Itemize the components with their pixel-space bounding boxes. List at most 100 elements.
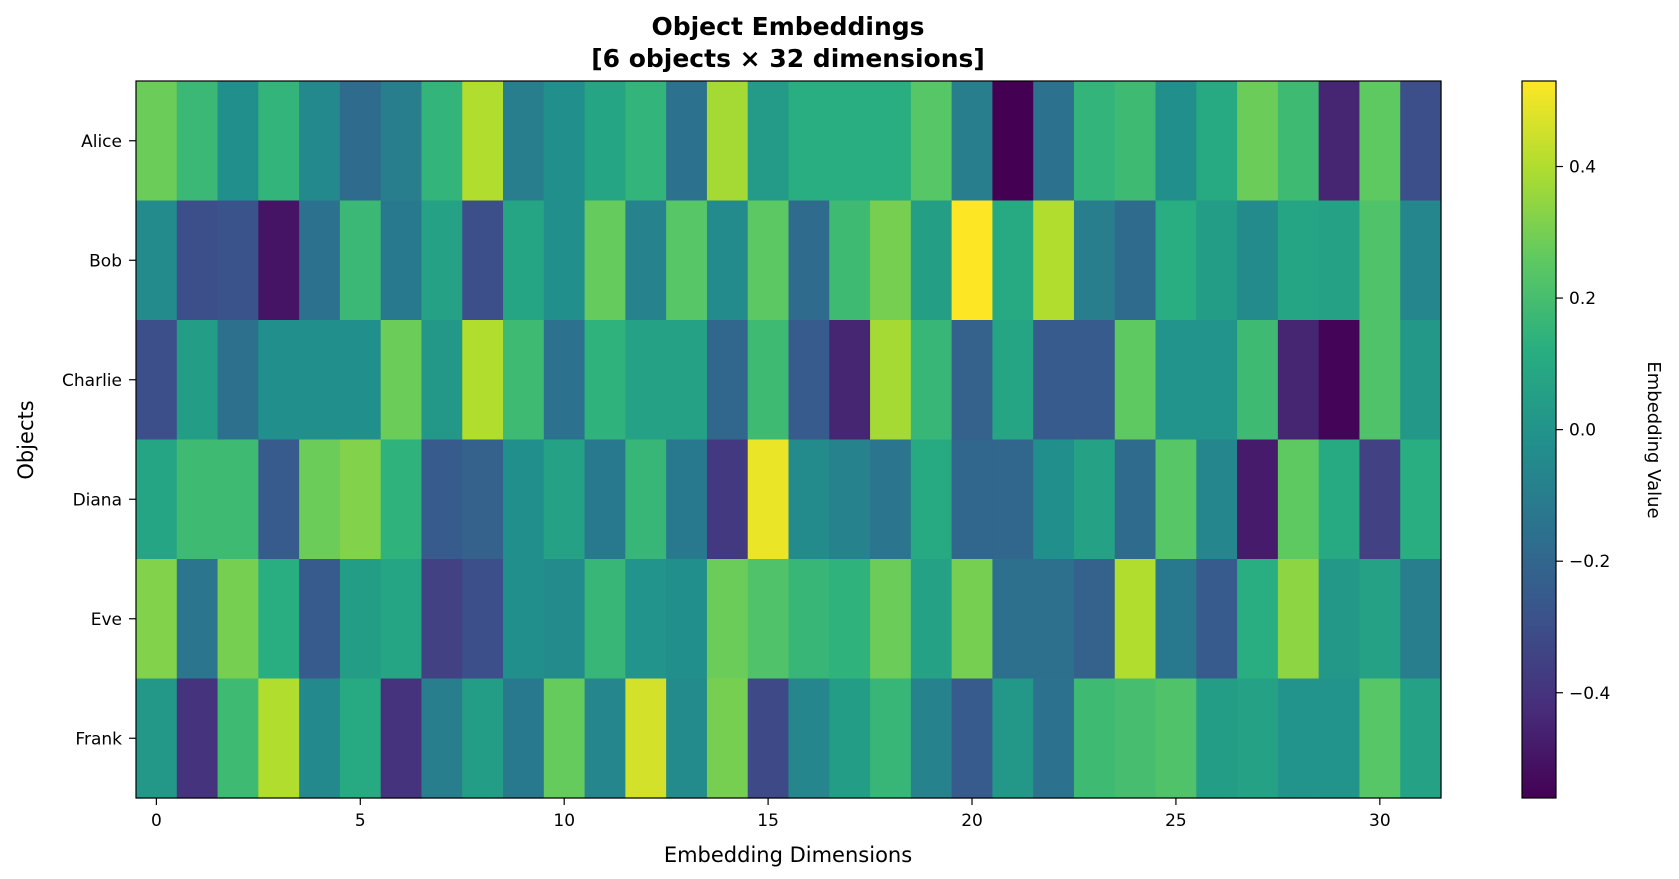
heatmap-cell-alice-31	[1400, 81, 1442, 202]
heatmap-cell-eve-17	[829, 559, 871, 680]
heatmap-cell-charlie-2	[217, 320, 259, 441]
heatmap-cell-eve-9	[503, 559, 545, 680]
heatmap-cell-diana-9	[503, 439, 545, 560]
heatmap-cell-eve-7	[421, 559, 463, 680]
heatmap-cell-charlie-28	[1277, 320, 1320, 441]
heatmap-cell-frank-31	[1400, 678, 1442, 799]
heatmap-cell-diana-22	[1033, 439, 1075, 560]
x-tick-label: 5	[355, 811, 366, 831]
heatmap-cell-bob-10	[543, 200, 586, 321]
x-tick-label: 0	[151, 811, 162, 831]
heatmap-cell-alice-19	[910, 81, 953, 202]
heatmap-cell-diana-31	[1400, 439, 1442, 560]
heatmap-cell-diana-28	[1277, 439, 1320, 560]
heatmap-cell-bob-8	[462, 200, 504, 321]
heatmap-cell-frank-25	[1155, 678, 1197, 799]
heatmap-cell-charlie-1	[176, 320, 219, 441]
heatmap-cell-diana-2	[217, 439, 259, 560]
heatmap-cell-alice-27	[1237, 81, 1279, 202]
heatmap-cell-bob-27	[1237, 200, 1279, 321]
x-axis-label: Embedding Dimensions	[664, 843, 912, 867]
colorbar-tick-label: 0.2	[1569, 289, 1596, 309]
heatmap-cell-bob-16	[788, 200, 830, 321]
heatmap-cell-bob-0	[136, 200, 178, 321]
heatmap-cell-alice-10	[543, 81, 586, 202]
heatmap-cell-eve-0	[136, 559, 178, 680]
heatmap-cell-eve-1	[176, 559, 219, 680]
heatmap-cell-diana-7	[421, 439, 463, 560]
heatmap-cell-diana-19	[910, 439, 953, 560]
heatmap-cell-alice-15	[747, 81, 790, 202]
heatmap-cell-eve-21	[992, 559, 1034, 680]
heatmap-cell-diana-11	[584, 439, 626, 560]
heatmap-cell-eve-14	[706, 559, 749, 680]
heatmap-cell-charlie-4	[299, 320, 341, 441]
heatmap-cell-eve-26	[1196, 559, 1238, 680]
plot-frame	[135, 80, 1442, 799]
heatmap-cell-eve-6	[380, 559, 423, 680]
heatmap-cell-alice-8	[462, 81, 504, 202]
heatmap-cell-bob-17	[829, 200, 871, 321]
heatmap-cell-frank-24	[1114, 678, 1157, 799]
y-tick-label-eve: Eve	[91, 610, 122, 630]
heatmap-cell-diana-24	[1114, 439, 1157, 560]
heatmap-cell-frank-3	[258, 678, 300, 799]
heatmap-cell-bob-26	[1196, 200, 1238, 321]
heatmap-cell-diana-23	[1073, 439, 1116, 560]
heatmap-cell-diana-10	[543, 439, 586, 560]
heatmap-cell-alice-30	[1359, 81, 1401, 202]
heatmap-cell-bob-5	[339, 200, 382, 321]
heatmap-cell-alice-5	[339, 81, 382, 202]
heatmap-cell-frank-4	[299, 678, 341, 799]
heatmap-cell-bob-21	[992, 200, 1034, 321]
heatmap-cell-frank-16	[788, 678, 830, 799]
heatmap-cell-charlie-7	[421, 320, 463, 441]
heatmap-cell-bob-31	[1400, 200, 1442, 321]
heatmap-cell-eve-3	[258, 559, 300, 680]
heatmap-cell-alice-22	[1033, 81, 1075, 202]
heatmap-cell-charlie-18	[870, 320, 912, 441]
heatmap-cell-alice-18	[870, 81, 912, 202]
heatmap-cell-charlie-29	[1318, 320, 1361, 441]
heatmap-cell-diana-30	[1359, 439, 1401, 560]
chart-subtitle: [6 objects × 32 dimensions]	[591, 44, 985, 73]
heatmap-cell-diana-29	[1318, 439, 1361, 560]
heatmap-cell-eve-18	[870, 559, 912, 680]
heatmap-cell-bob-30	[1359, 200, 1401, 321]
heatmap-cell-frank-11	[584, 678, 626, 799]
heatmap-cell-frank-6	[380, 678, 423, 799]
colorbar-ticks: 0.4 0.2 0.0 −0.2 −0.4	[1556, 158, 1610, 704]
heatmap-cell-diana-6	[380, 439, 423, 560]
heatmap-cell-bob-13	[666, 200, 708, 321]
heatmap-cell-charlie-6	[380, 320, 423, 441]
heatmap-cell-eve-2	[217, 559, 259, 680]
heatmap-cell-diana-13	[666, 439, 708, 560]
heatmap-cell-diana-26	[1196, 439, 1238, 560]
heatmap-cell-frank-5	[339, 678, 382, 799]
heatmap-cell-bob-24	[1114, 200, 1157, 321]
heatmap-cell-eve-24	[1114, 559, 1157, 680]
heatmap-cell-diana-12	[625, 439, 667, 560]
colorbar-tick-label: −0.2	[1569, 552, 1610, 572]
heatmap-cell-bob-9	[503, 200, 545, 321]
heatmap-cell-bob-25	[1155, 200, 1197, 321]
heatmap-cell-eve-10	[543, 559, 586, 680]
heatmap-cell-diana-17	[829, 439, 871, 560]
heatmap-cell-bob-6	[380, 200, 423, 321]
heatmap-cell-diana-14	[706, 439, 749, 560]
heatmap-cell-alice-14	[706, 81, 749, 202]
heatmap-cell-charlie-16	[788, 320, 830, 441]
heatmap-cell-charlie-0	[136, 320, 178, 441]
heatmap-cell-eve-27	[1237, 559, 1279, 680]
heatmap-cell-charlie-12	[625, 320, 667, 441]
heatmap-cell-frank-2	[217, 678, 259, 799]
heatmap-cell-eve-15	[747, 559, 790, 680]
heatmap-cell-eve-20	[951, 559, 994, 680]
heatmap-cell-frank-22	[1033, 678, 1075, 799]
heatmap-cell-diana-18	[870, 439, 912, 560]
heatmap-cell-diana-4	[299, 439, 341, 560]
heatmap-cell-eve-13	[666, 559, 708, 680]
heatmap-cell-frank-14	[706, 678, 749, 799]
heatmap-cell-eve-28	[1277, 559, 1320, 680]
